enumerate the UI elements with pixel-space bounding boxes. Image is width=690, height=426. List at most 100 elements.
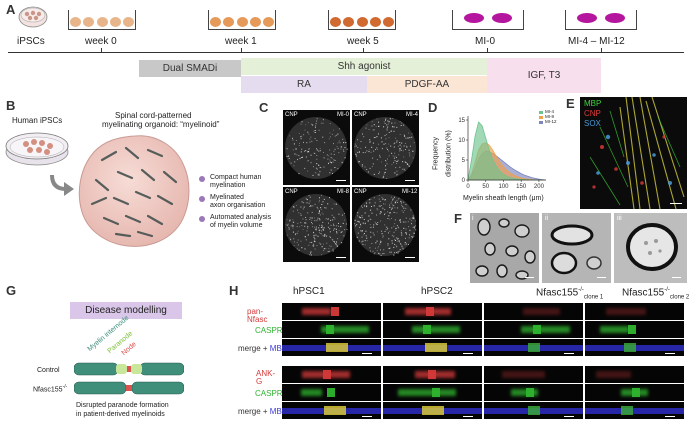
micrograph-cell [282, 384, 381, 401]
panel-label-a: A [6, 2, 16, 17]
ylabel-group: Frequency distribution (%) [430, 114, 454, 194]
column-nfasc-clone2-sub: clone 2 [669, 294, 690, 301]
column-hpsc2: hPSC2 [421, 286, 453, 297]
y-axis-label-2: distribution (%) [445, 130, 453, 177]
scale-bar [597, 277, 606, 278]
merge-text: merge + [238, 407, 270, 416]
cnp-image-mi0 [283, 110, 350, 185]
organoid-fluorescence [285, 117, 348, 179]
band-dual-smadi: Dual SMADi [139, 60, 241, 77]
e-label-sox: SOX [584, 119, 601, 128]
curved-arrow-icon [48, 173, 78, 199]
myelinoid-organoid-icon [76, 132, 194, 250]
scale-bar [672, 277, 681, 278]
micrograph-cell [383, 339, 482, 356]
em-image-ii [542, 213, 611, 283]
cell-aggregate [369, 17, 381, 27]
e-label-cnp: CNP [584, 109, 601, 118]
row-caspr-1: CASPR [255, 326, 283, 335]
cell-aggregate [70, 17, 81, 27]
timepoint-label-mi0: MI-0 [337, 112, 349, 118]
row-merge-1: merge + MBP [238, 345, 287, 353]
y-tick-label: 10 [458, 138, 465, 144]
f-sublabel-ii: ii [545, 215, 549, 222]
column-hpsc1: hPSC1 [293, 286, 325, 297]
y-tick-label: 0 [462, 178, 466, 184]
em-image-i [470, 213, 539, 283]
micrograph-cell [484, 366, 583, 383]
scale-bar [525, 277, 534, 278]
cell-aggregate [343, 17, 355, 27]
stage-week0: week 0 [85, 36, 117, 47]
row-caspr-2: CASPR [255, 389, 283, 398]
x-tick-label: 100 [498, 184, 509, 188]
cell-aggregate [492, 13, 512, 23]
micrograph-cell [585, 366, 684, 383]
panel-label-d: D [428, 100, 438, 115]
y-axis-label-1: Frequency [432, 136, 440, 171]
legend-mi8: MI-8 [545, 114, 554, 119]
cnp-label: CNP [354, 112, 367, 118]
organoid-fluorescence [354, 117, 416, 179]
legend-swatch [539, 116, 543, 119]
y-tick-label: 5 [462, 158, 466, 164]
panel-label-f: F [454, 211, 462, 226]
cnp-image-mi8 [283, 187, 350, 262]
panel-label-b: B [6, 98, 16, 113]
panel-label-c: C [259, 100, 269, 115]
f-sublabel-iii: iii [617, 215, 622, 222]
legend-mi12: MI-12 [545, 119, 557, 124]
panel-label-g: G [6, 283, 17, 298]
micrograph-cell [484, 384, 583, 401]
stage-ipscs: iPSCs [17, 36, 45, 47]
mbp-text: MBP [269, 407, 288, 416]
scale-bar [336, 180, 346, 181]
d-legend: MI-4 MI-8 MI-12 [539, 109, 569, 134]
bullet-1-line2: myelination [210, 182, 246, 189]
x-axis-label: Myelin sheath length (μm) [463, 195, 544, 202]
band-pdgf-aa: PDGF-AA [367, 76, 487, 93]
panel-label-e: E [566, 96, 575, 111]
cell-aggregate [83, 17, 95, 27]
disease-modelling-banner: Disease modelling [70, 302, 182, 319]
micrograph-cell [585, 402, 684, 419]
scale-bar [336, 257, 346, 258]
panel-label-h: H [229, 283, 239, 298]
column-nfasc-clone1: Nfasc155-/-clone 1 [536, 287, 603, 300]
myelinoid-subtitle-2: myelinating organoid: “myelinoid” [102, 120, 220, 129]
e-label-mbp: MBP [584, 99, 602, 108]
micrograph-cell [282, 366, 381, 383]
x-tick-label: 50 [482, 184, 489, 188]
column-nfasc-clone2-base: Nfasc155 [622, 287, 665, 299]
organoid-fluorescence [354, 194, 417, 256]
row-pan-nfasc: pan-Nfasc [247, 307, 268, 324]
legend-mi4: MI-4 [545, 109, 554, 114]
micrograph-cell [484, 321, 583, 338]
cell-aggregate [123, 17, 134, 27]
micrograph-cell [383, 402, 482, 419]
cell-aggregate [464, 13, 484, 23]
organoid-fluorescence [285, 194, 348, 256]
x-tick-label: 0 [466, 184, 470, 188]
timepoint-label-mi8: MI-8 [337, 189, 349, 195]
micrograph-cell [282, 303, 381, 320]
bullet-1-line1: Compact human [210, 174, 262, 181]
micrograph-cell [282, 339, 381, 356]
cell-aggregate [236, 17, 248, 27]
cnp-label: CNP [285, 112, 298, 118]
mbp-text: MBP [269, 344, 288, 353]
micrograph-cell [282, 321, 381, 338]
timeline-axis [8, 52, 684, 53]
ipsc-dish-icon [18, 5, 48, 31]
cell-aggregate [330, 17, 341, 27]
bullet-2-line2: axon organisation [210, 202, 266, 209]
timepoint-label-mi12: MI-12 [402, 189, 418, 195]
bullet-dot [199, 176, 205, 182]
micrograph-cell [383, 366, 482, 383]
band-shh-agonist: Shh agonist [241, 58, 487, 75]
bullet-3-line1: Automated analysis [210, 214, 272, 221]
scale-bar [670, 203, 682, 204]
band-igf-t3: IGF, T3 [487, 58, 601, 93]
cell-aggregate [249, 17, 261, 27]
cnp-label: CNP [354, 189, 367, 195]
